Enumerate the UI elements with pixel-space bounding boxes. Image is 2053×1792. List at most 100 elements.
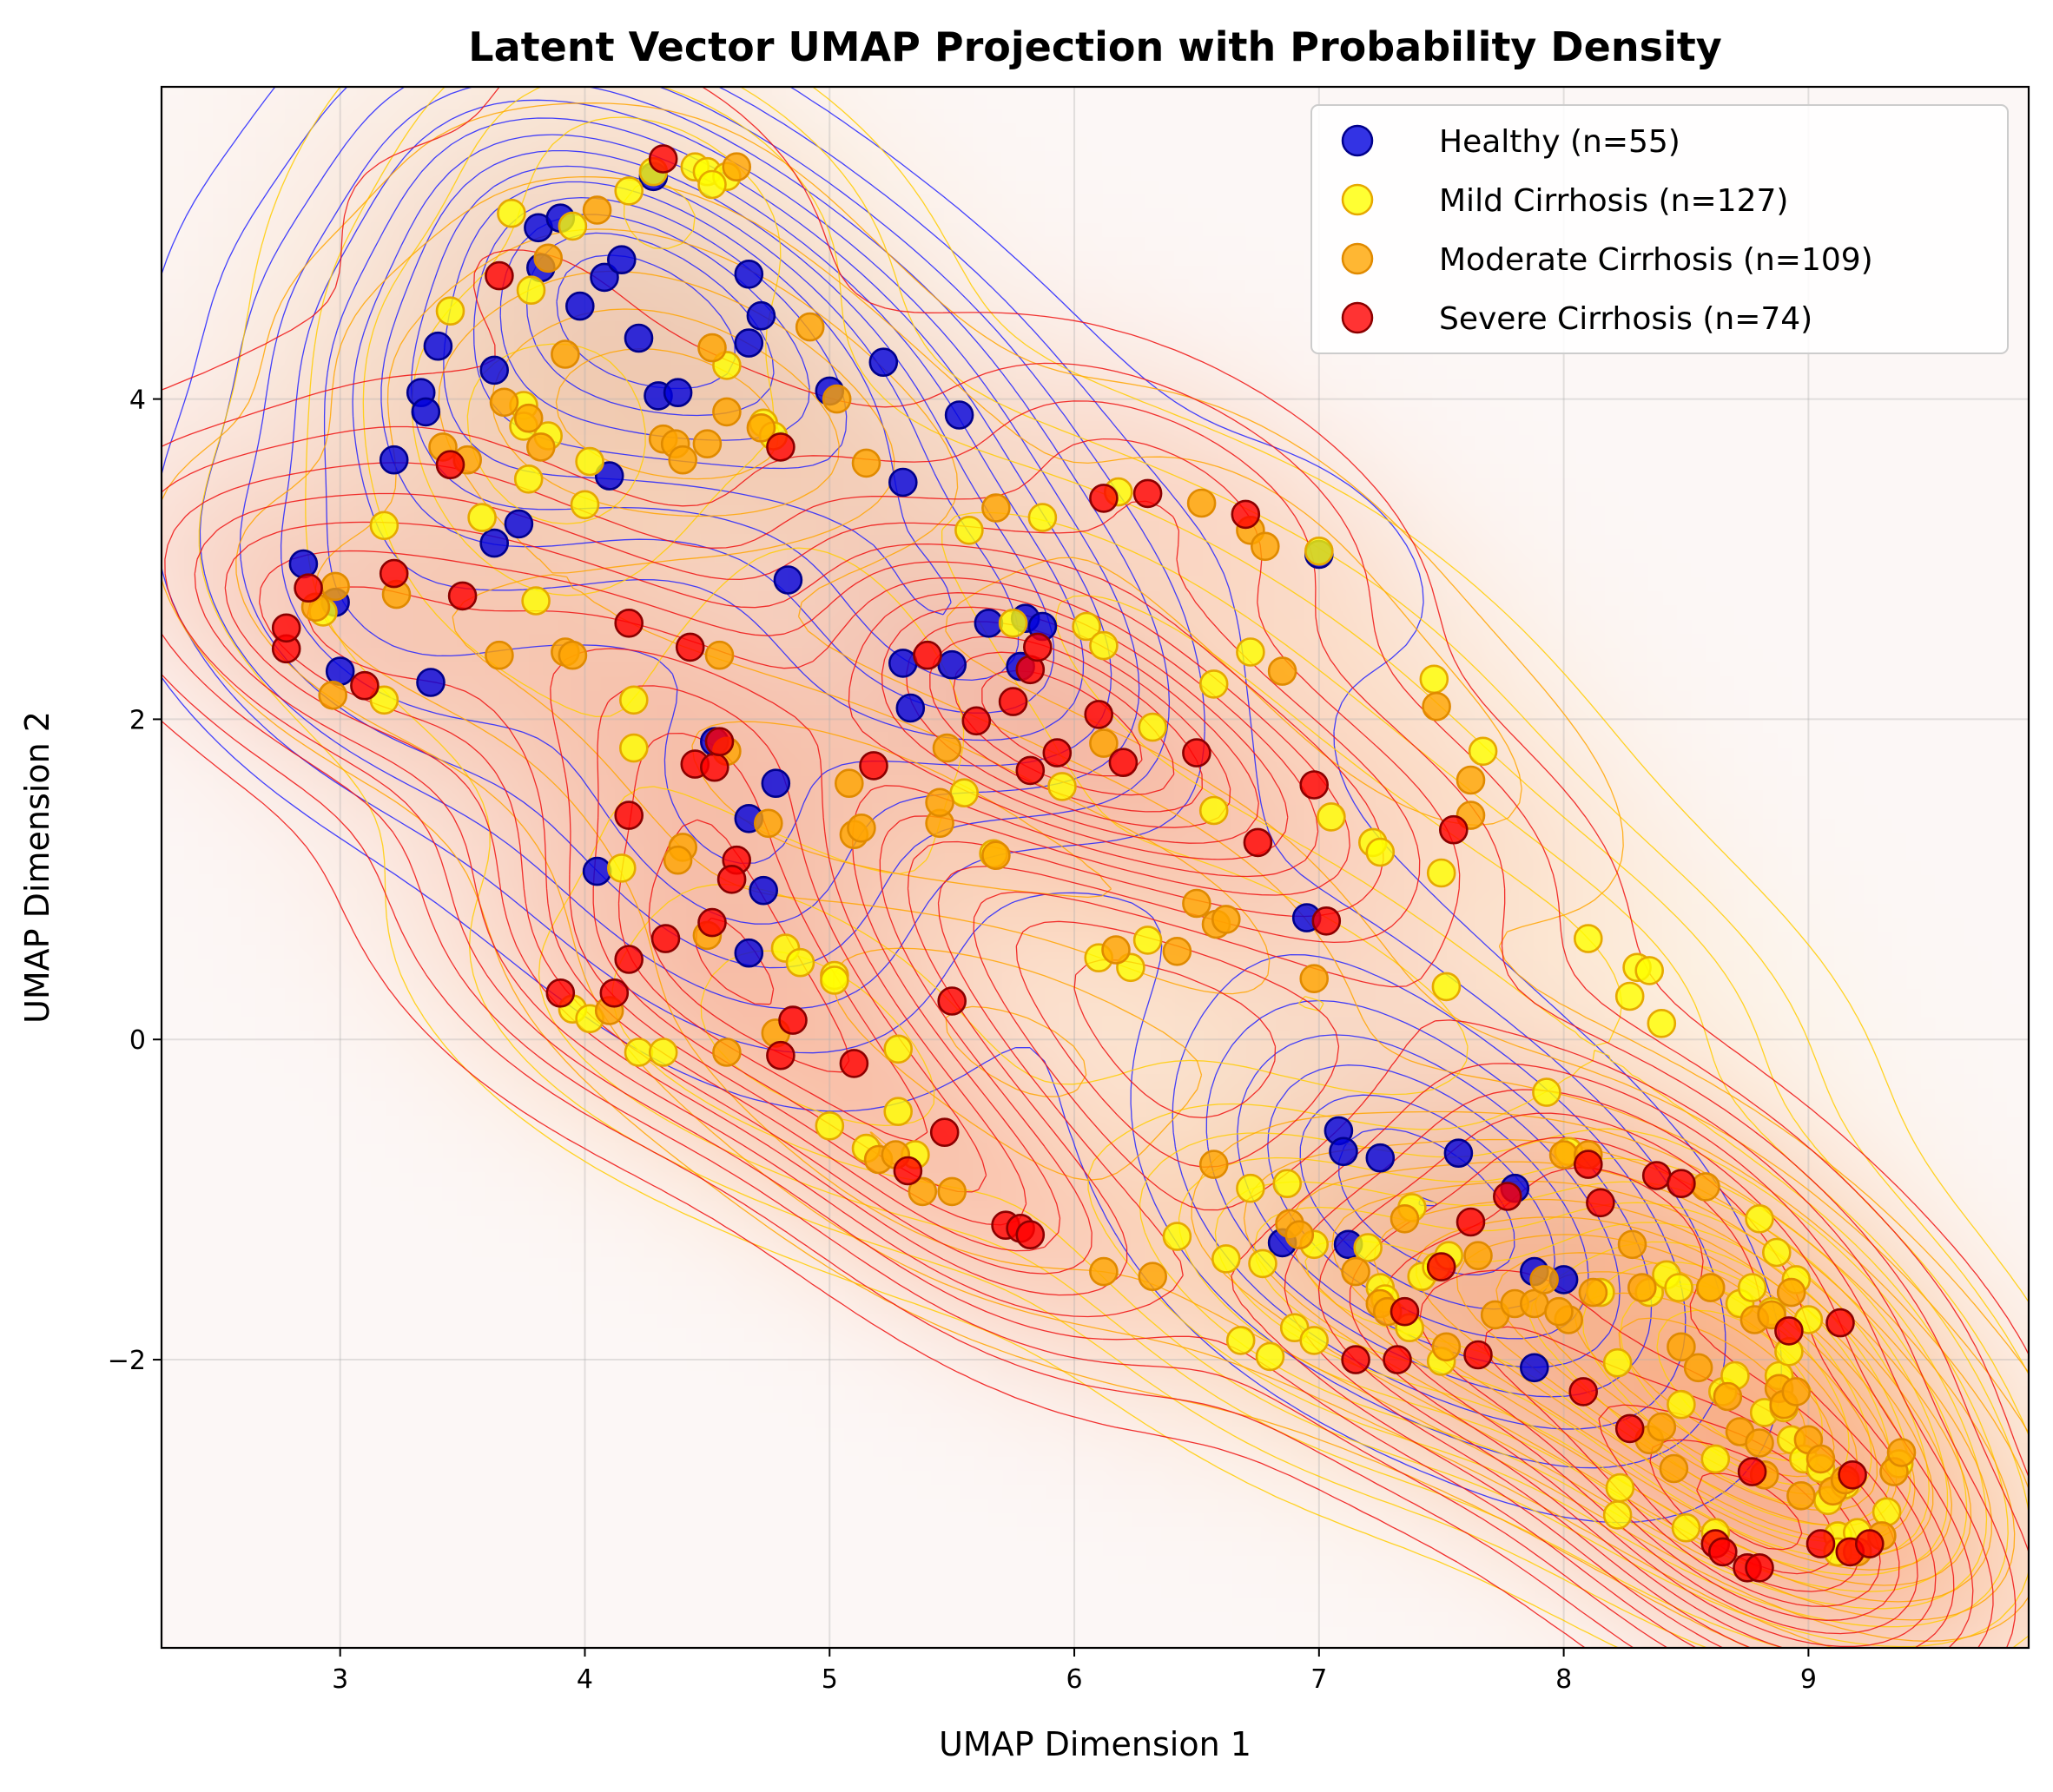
y-tick-label-0: 0 [129, 1025, 146, 1056]
point-severe-cirrhosis-9 [766, 432, 795, 462]
point-moderate-cirrhosis-6 [485, 640, 514, 670]
x-tick-label-5: 5 [822, 1664, 838, 1695]
point-healthy-22 [734, 259, 764, 289]
point-severe-cirrhosis-18 [697, 907, 727, 938]
plot-frame [160, 85, 2030, 1650]
point-mild-cirrhosis-54 [815, 1111, 845, 1141]
point-mild-cirrhosis-71 [1272, 1169, 1302, 1198]
point-moderate-cirrhosis-24 [822, 384, 852, 414]
point-moderate-cirrhosis-2 [320, 571, 350, 602]
contour-severe-cirrhosis-level-1 [162, 87, 2029, 1648]
point-mild-cirrhosis-30 [1047, 772, 1077, 801]
point-mild-cirrhosis-4 [467, 503, 497, 532]
point-severe-cirrhosis-39 [1089, 484, 1119, 513]
point-severe-cirrhosis-11 [675, 632, 705, 662]
point-mild-cirrhosis-3 [435, 296, 465, 326]
point-mild-cirrhosis-39 [1426, 858, 1456, 888]
point-severe-cirrhosis-14 [704, 727, 735, 757]
point-moderate-cirrhosis-52 [1211, 905, 1241, 934]
point-moderate-cirrhosis-50 [1182, 888, 1211, 919]
point-healthy-26 [868, 347, 899, 378]
point-mild-cirrhosis-105 [1737, 1273, 1767, 1302]
point-mild-cirrhosis-26 [1072, 611, 1101, 642]
point-healthy-38 [761, 768, 791, 799]
point-moderate-cirrhosis-23 [795, 312, 825, 342]
point-mild-cirrhosis-69 [1255, 1341, 1285, 1372]
y-tick-label-4: 4 [129, 385, 146, 416]
point-moderate-cirrhosis-108 [1544, 1296, 1574, 1327]
point-severe-cirrhosis-20 [614, 945, 644, 974]
legend-label-moderate: Moderate Cirrhosis (n=109) [1439, 242, 1873, 278]
point-severe-cirrhosis-71 [1708, 1537, 1738, 1567]
point-moderate-cirrhosis-84 [1667, 1332, 1696, 1362]
point-severe-cirrhosis-25 [839, 1049, 869, 1078]
point-severe-cirrhosis-36 [1042, 738, 1073, 768]
point-severe-cirrhosis-38 [1108, 748, 1139, 778]
series-moderate-cirrhosis [300, 152, 1917, 1567]
point-mild-cirrhosis-45 [606, 853, 637, 883]
point-mild-cirrhosis-56 [883, 1097, 913, 1126]
point-mild-cirrhosis-67 [1236, 1173, 1265, 1203]
legend-label-mild: Mild Cirrhosis (n=127) [1439, 183, 1788, 219]
point-mild-cirrhosis-1 [369, 511, 399, 541]
x-axis-ticks: 3 4 5 6 7 8 9 [332, 1648, 1817, 1695]
point-severe-cirrhosis-29 [859, 751, 888, 781]
point-mild-cirrhosis-74 [1353, 1233, 1383, 1262]
point-mild-cirrhosis-12 [558, 211, 588, 241]
legend-marker-moderate [1341, 242, 1374, 275]
point-moderate-cirrhosis-71 [1463, 1241, 1493, 1270]
point-mild-cirrhosis-15 [614, 176, 644, 206]
point-healthy-5 [411, 397, 441, 427]
point-healthy-42 [582, 856, 612, 886]
x-tick-label-8: 8 [1555, 1664, 1572, 1695]
point-severe-cirrhosis-40 [1132, 478, 1163, 509]
point-severe-cirrhosis-30 [913, 640, 942, 670]
point-severe-cirrhosis-42 [1231, 499, 1261, 530]
point-moderate-cirrhosis-34 [704, 640, 735, 670]
point-moderate-cirrhosis-80 [1627, 1273, 1657, 1302]
point-severe-cirrhosis-44 [1299, 770, 1329, 800]
density-contours [162, 87, 2029, 1648]
point-moderate-cirrhosis-26 [981, 493, 1011, 523]
point-mild-cirrhosis-48 [624, 1038, 654, 1067]
point-moderate-cirrhosis-100 [1805, 1444, 1836, 1474]
point-moderate-cirrhosis-48 [1101, 935, 1131, 965]
point-severe-cirrhosis-73 [1745, 1553, 1774, 1583]
point-healthy-34 [937, 649, 967, 680]
point-severe-cirrhosis-55 [1463, 1340, 1493, 1370]
point-severe-cirrhosis-54 [1456, 1207, 1486, 1237]
point-mild-cirrhosis-65 [1211, 1244, 1241, 1274]
point-severe-cirrhosis-51 [1383, 1345, 1412, 1374]
point-healthy-20 [663, 378, 693, 408]
point-healthy-14 [564, 291, 595, 321]
point-severe-cirrhosis-46 [1439, 814, 1469, 845]
point-moderate-cirrhosis-25 [851, 448, 881, 478]
point-moderate-cirrhosis-17 [668, 445, 698, 475]
point-severe-cirrhosis-69 [1855, 1529, 1885, 1558]
point-moderate-cirrhosis-79 [1617, 1229, 1647, 1260]
point-healthy-29 [773, 565, 803, 595]
point-moderate-cirrhosis-66 [1341, 1256, 1370, 1287]
legend-entry-mild: Mild Cirrhosis (n=127) [1341, 183, 1788, 219]
legend-entry-healthy: Healthy (n=55) [1341, 124, 1680, 160]
contours-moderate-cirrhosis [162, 102, 2029, 1648]
point-mild-cirrhosis-8 [513, 464, 544, 494]
point-severe-cirrhosis-31 [961, 706, 992, 736]
point-moderate-cirrhosis-98 [1786, 1481, 1816, 1511]
point-moderate-cirrhosis-87 [1695, 1273, 1726, 1302]
y-axis-label: UMAP Dimension 2 [18, 711, 56, 1024]
point-severe-cirrhosis-59 [1586, 1188, 1615, 1218]
point-severe-cirrhosis-57 [1568, 1377, 1598, 1407]
point-moderate-cirrhosis-70 [1431, 1332, 1462, 1362]
point-severe-cirrhosis-63 [1737, 1457, 1767, 1486]
point-healthy-24 [734, 328, 764, 358]
series-severe-cirrhosis [271, 144, 1885, 1583]
point-severe-cirrhosis-60 [1614, 1413, 1645, 1444]
point-healthy-10 [504, 509, 534, 539]
point-mild-cirrhosis-13 [570, 490, 600, 520]
point-moderate-cirrhosis-96 [1776, 1277, 1806, 1308]
point-healthy-17 [624, 323, 654, 353]
point-mild-cirrhosis-106 [1745, 1204, 1774, 1234]
point-healthy-6 [416, 668, 446, 697]
y-tick-label-neg2: −2 [108, 1346, 146, 1376]
